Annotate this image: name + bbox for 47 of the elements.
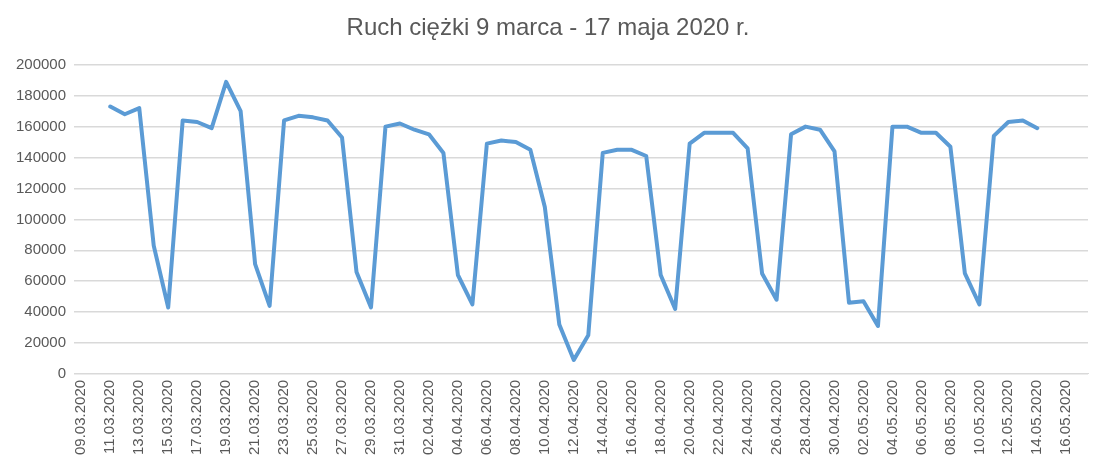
x-tick-label: 29.03.2020 [361,379,379,455]
x-tick-label: 02.05.2020 [853,379,871,455]
x-tick-label: 12.04.2020 [563,379,581,455]
x-tick-label: 21.03.2020 [245,379,263,455]
x-tick-label: 24.04.2020 [737,379,755,455]
x-tick-label: 28.04.2020 [795,379,813,455]
x-tick-label: 04.05.2020 [882,379,900,455]
x-tick-label: 16.04.2020 [621,379,639,455]
x-tick-label: 02.04.2020 [419,379,437,455]
x-tick-label: 12.05.2020 [998,379,1016,455]
y-tick-label: 140000 [15,147,67,165]
y-tick-label: 120000 [15,178,67,196]
x-tick-label: 26.04.2020 [766,379,784,455]
x-tick-label: 10.05.2020 [969,379,987,455]
x-tick-label: 23.03.2020 [274,379,292,455]
x-tick-label: 11.03.2020 [100,379,118,454]
x-tick-label: 04.04.2020 [448,379,466,455]
x-tick-label: 08.05.2020 [940,379,958,455]
y-tick-label: 180000 [15,85,67,103]
y-tick-label: 0 [57,364,67,382]
y-tick-label: 40000 [24,302,67,320]
x-tick-label: 31.03.2020 [390,379,408,455]
x-tick-label: 09.03.2020 [71,379,89,455]
x-tick-label: 20.04.2020 [679,379,697,455]
x-tick-label: 25.03.2020 [303,379,321,455]
x-tick-label: 06.04.2020 [477,379,495,455]
x-tick-label: 15.03.2020 [158,379,176,455]
y-tick-label: 160000 [15,116,67,134]
y-tick-label: 100000 [15,209,67,227]
x-tick-label: 17.03.2020 [187,379,205,455]
x-tick-label: 10.04.2020 [534,379,552,455]
y-tick-label: 20000 [24,333,67,351]
y-tick-label: 60000 [24,271,67,289]
x-tick-label: 16.05.2020 [1056,379,1074,455]
x-tick-label: 27.03.2020 [332,379,350,455]
x-tick-label: 14.05.2020 [1027,379,1045,455]
x-tick-label: 13.03.2020 [129,379,147,455]
chart-title: Ruch ciężki 9 marca - 17 maja 2020 r. [346,13,750,41]
x-tick-label: 30.04.2020 [824,379,842,455]
x-tick-label: 06.05.2020 [911,379,929,455]
y-tick-label: 200000 [15,54,67,72]
x-tick-label: 14.04.2020 [592,379,610,455]
x-tick-label: 08.04.2020 [505,379,523,455]
y-tick-label: 80000 [24,240,67,258]
x-tick-label: 18.04.2020 [650,379,668,455]
x-tick-label: 19.03.2020 [216,379,234,455]
x-tick-label: 22.04.2020 [708,379,726,455]
